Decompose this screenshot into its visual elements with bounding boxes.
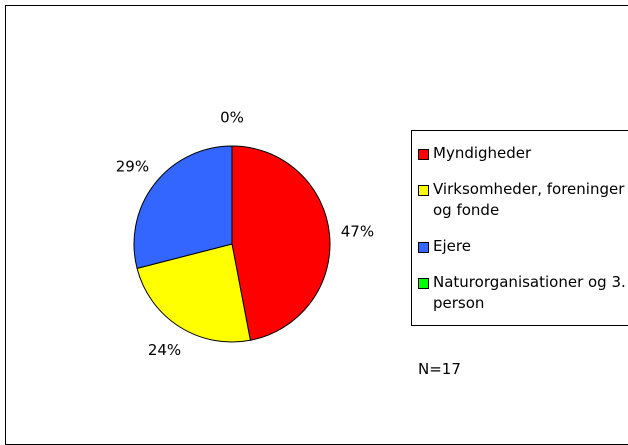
data-label: 0% xyxy=(220,109,244,127)
legend: Myndigheder Virksomheder, foreninger og f… xyxy=(411,130,628,326)
legend-entry: Ejere xyxy=(418,236,628,257)
legend-label: Virksomheder, foreninger og fonde xyxy=(433,179,625,219)
legend-swatch xyxy=(418,184,429,196)
chart: 47% 24% 29% 0% xyxy=(116,109,374,359)
data-label: 47% xyxy=(341,223,374,241)
legend-swatch xyxy=(418,241,429,253)
legend-entry: Myndigheder xyxy=(418,143,628,164)
legend-entry: Virksomheder, foreninger og fonde xyxy=(418,179,628,221)
legend-swatch xyxy=(418,148,429,160)
legend-label: Myndigheder xyxy=(433,143,532,162)
pie-slice xyxy=(136,243,251,343)
pie-slice xyxy=(133,145,233,269)
legend-swatch xyxy=(418,277,429,289)
legend-label: Naturorganisationer og 3. person xyxy=(433,272,626,312)
data-label: 24% xyxy=(148,341,181,359)
pie-slice xyxy=(231,145,331,341)
legend-label: Ejere xyxy=(433,236,471,255)
annotation: N=17 xyxy=(418,360,461,378)
data-label: 29% xyxy=(116,157,149,175)
page: 47% 24% 29% 0% Myndigheder Virksomheder, for… xyxy=(5,5,628,445)
legend-entry: Naturorganisationer og 3. person xyxy=(418,272,628,314)
